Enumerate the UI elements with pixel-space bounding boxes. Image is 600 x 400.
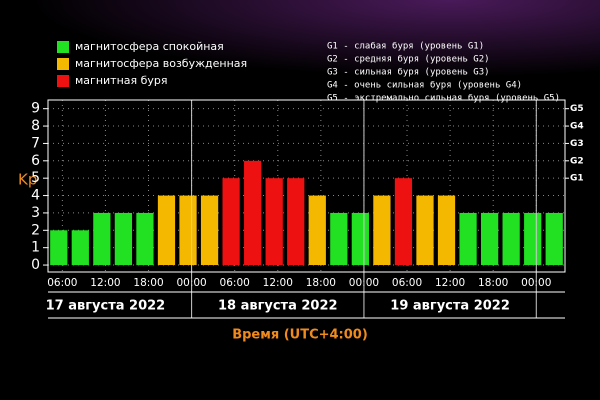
legend-label: магнитосфера возбужденная: [75, 57, 247, 70]
y-tick-label: 4: [31, 188, 40, 204]
bar: [416, 195, 434, 266]
y-axis-label: Kp: [18, 171, 37, 189]
x-tick-label: 18:00: [306, 277, 336, 289]
bar: [93, 212, 111, 266]
bar: [265, 178, 283, 266]
glow: [0, 0, 600, 110]
bar: [308, 195, 326, 266]
day-label: 19 августа 2022: [390, 299, 510, 314]
y-tick-label: 3: [31, 205, 40, 221]
storm-scale-item: G4 - очень сильная буря (уровень G4): [327, 80, 522, 91]
bar: [437, 195, 456, 266]
y2-tick-label: G2: [570, 156, 584, 166]
bar: [394, 178, 413, 266]
bar: [114, 212, 133, 266]
storm-scale-item: G1 - слабая буря (уровень G1): [327, 41, 484, 52]
legend-swatch: [57, 58, 69, 70]
bar: [179, 195, 197, 266]
x-tick-label: 18:00: [133, 277, 163, 289]
x-tick-label: 12:00: [263, 277, 293, 289]
legend-swatch: [57, 75, 69, 87]
bar: [136, 212, 154, 266]
day-label: 18 августа 2022: [218, 299, 338, 314]
y-tick-label: 8: [31, 118, 40, 134]
bar: [244, 160, 262, 266]
x-axis-label: Время (UTC+4:00): [232, 328, 368, 343]
bar: [157, 195, 176, 266]
y2-tick-label: G5: [570, 104, 584, 114]
bar: [287, 178, 305, 266]
bar: [545, 212, 563, 266]
storm-scale-item: G3 - сильная буря (уровень G3): [327, 67, 490, 78]
legend-label: магнитная буря: [75, 74, 168, 87]
bar: [480, 212, 499, 266]
bar: [50, 230, 68, 266]
y2-tick-label: G4: [570, 122, 584, 132]
y-tick-label: 5: [31, 170, 40, 186]
bar: [222, 178, 240, 266]
x-tick-label: 12:00: [90, 277, 120, 289]
y-tick-label: 0: [31, 257, 40, 273]
y-tick-label: 1: [31, 240, 40, 256]
x-tick-label: 12:00: [435, 277, 465, 289]
plot-frame: [47, 99, 566, 273]
bar: [373, 195, 391, 266]
legend-swatch: [57, 41, 69, 53]
storm-scale-item: G2 - средняя буря (уровень G2): [327, 54, 490, 65]
bar: [330, 212, 348, 266]
bar: [524, 212, 542, 266]
y-tick-label: 6: [31, 153, 40, 169]
y2-tick-label: G3: [570, 139, 584, 149]
y-tick-label: 2: [31, 222, 40, 238]
bar: [459, 212, 477, 266]
bar: [71, 230, 89, 266]
x-tick-label: 06:00: [220, 277, 250, 289]
legend-label: магнитосфера спокойная: [75, 40, 224, 53]
y-tick-label: 9: [31, 101, 40, 117]
x-tick-label: 06:00: [47, 277, 77, 289]
bar: [351, 212, 369, 266]
day-label: 17 августа 2022: [46, 299, 166, 314]
y-tick-label: 7: [31, 135, 40, 151]
x-tick-label: 06:00: [392, 277, 422, 289]
bar: [200, 195, 219, 266]
x-tick-label: 18:00: [478, 277, 508, 289]
storm-scale-item: G5 - экстремально сильная буря (уровень …: [327, 93, 560, 104]
bar: [502, 212, 520, 266]
y2-tick-label: G1: [570, 174, 584, 184]
